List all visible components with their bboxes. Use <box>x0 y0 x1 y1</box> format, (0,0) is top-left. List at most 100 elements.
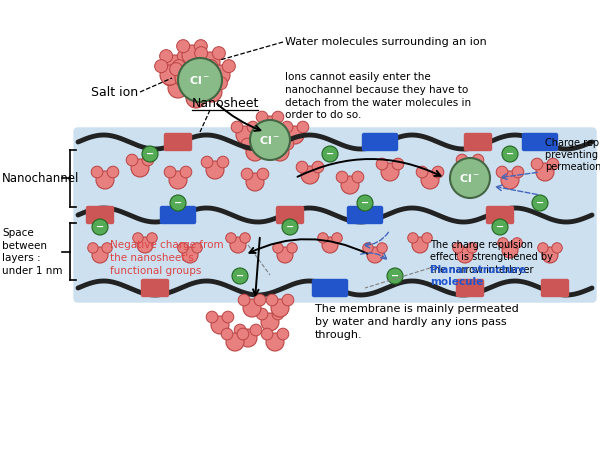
Circle shape <box>197 76 209 90</box>
Circle shape <box>416 166 428 178</box>
Circle shape <box>376 158 388 170</box>
Circle shape <box>286 126 304 144</box>
Circle shape <box>496 166 508 178</box>
Circle shape <box>277 328 289 340</box>
Circle shape <box>107 166 119 178</box>
Circle shape <box>467 243 477 253</box>
Circle shape <box>202 82 222 102</box>
FancyBboxPatch shape <box>523 134 557 150</box>
Circle shape <box>240 233 250 243</box>
Circle shape <box>205 60 218 72</box>
Text: −: − <box>286 222 294 232</box>
Circle shape <box>322 146 338 162</box>
Circle shape <box>217 156 229 168</box>
Circle shape <box>301 166 319 184</box>
Text: −: − <box>391 271 399 281</box>
Circle shape <box>538 243 548 253</box>
Circle shape <box>502 146 518 162</box>
FancyBboxPatch shape <box>457 279 484 297</box>
Circle shape <box>277 247 293 263</box>
Circle shape <box>250 324 262 336</box>
Circle shape <box>221 328 233 340</box>
Circle shape <box>210 65 230 85</box>
Circle shape <box>296 161 308 173</box>
Text: Nanosheet: Nanosheet <box>192 97 259 110</box>
Circle shape <box>387 268 403 284</box>
Circle shape <box>392 158 404 170</box>
Circle shape <box>226 233 236 243</box>
Circle shape <box>222 311 234 323</box>
Circle shape <box>502 242 518 258</box>
Circle shape <box>412 237 428 253</box>
Circle shape <box>206 311 218 323</box>
Circle shape <box>542 247 558 263</box>
Circle shape <box>232 268 248 284</box>
Circle shape <box>271 143 289 161</box>
Circle shape <box>256 308 268 320</box>
Text: Water molecules surrounding an ion: Water molecules surrounding an ion <box>285 37 487 47</box>
Circle shape <box>256 111 268 123</box>
Circle shape <box>230 237 246 253</box>
Text: −: − <box>506 149 514 159</box>
Circle shape <box>178 243 188 253</box>
Text: −: − <box>361 198 369 208</box>
Circle shape <box>357 195 373 211</box>
Circle shape <box>137 237 153 253</box>
Circle shape <box>456 154 468 166</box>
Circle shape <box>501 171 519 189</box>
Circle shape <box>422 233 432 243</box>
Text: Cl$^-$: Cl$^-$ <box>259 134 281 146</box>
Circle shape <box>211 316 229 334</box>
FancyBboxPatch shape <box>313 279 347 297</box>
Circle shape <box>206 161 224 179</box>
Circle shape <box>498 238 508 248</box>
Circle shape <box>223 60 235 72</box>
FancyBboxPatch shape <box>464 134 491 150</box>
Circle shape <box>92 219 108 235</box>
Circle shape <box>192 243 202 253</box>
Circle shape <box>261 313 279 331</box>
Circle shape <box>453 243 463 253</box>
Circle shape <box>96 171 114 189</box>
Text: Cl$^-$: Cl$^-$ <box>460 172 481 184</box>
Circle shape <box>147 233 157 243</box>
Circle shape <box>186 88 206 108</box>
Text: Charge repulsion effect
preventing the ion
permeation: Charge repulsion effect preventing the i… <box>545 138 600 172</box>
Circle shape <box>536 163 554 181</box>
Circle shape <box>247 121 259 133</box>
Circle shape <box>272 308 284 320</box>
Text: Salt ion: Salt ion <box>91 86 138 99</box>
Circle shape <box>142 154 154 166</box>
Text: The membrane is mainly permeated
by water and hardly any ions pass
through.: The membrane is mainly permeated by wate… <box>315 304 519 340</box>
Circle shape <box>180 166 192 178</box>
Circle shape <box>254 294 266 306</box>
Text: −: − <box>236 271 244 281</box>
Circle shape <box>163 72 176 86</box>
Circle shape <box>266 294 278 306</box>
Circle shape <box>322 237 338 253</box>
Text: Planar structure
molecule: Planar structure molecule <box>430 265 526 288</box>
Circle shape <box>243 299 261 317</box>
Circle shape <box>176 40 190 53</box>
Text: −: − <box>496 222 504 232</box>
FancyBboxPatch shape <box>277 207 304 224</box>
Circle shape <box>297 121 309 133</box>
Circle shape <box>160 65 180 85</box>
FancyBboxPatch shape <box>74 128 596 302</box>
Circle shape <box>363 243 373 253</box>
Circle shape <box>199 83 211 96</box>
Text: Negative charge from
the nanosheet's
functional groups: Negative charge from the nanosheet's fun… <box>110 240 224 275</box>
Text: Nanochannel: Nanochannel <box>2 171 79 184</box>
Circle shape <box>257 168 269 180</box>
Circle shape <box>531 158 543 170</box>
Circle shape <box>92 247 108 263</box>
Circle shape <box>547 158 559 170</box>
Circle shape <box>182 247 198 263</box>
Circle shape <box>169 171 187 189</box>
Circle shape <box>234 324 246 336</box>
FancyBboxPatch shape <box>487 207 514 224</box>
FancyBboxPatch shape <box>347 207 383 224</box>
Circle shape <box>266 138 278 150</box>
Circle shape <box>271 299 289 317</box>
Text: The charge repulsion
effect is strengthened by
the narrow interlayer: The charge repulsion effect is strengthe… <box>430 240 553 275</box>
